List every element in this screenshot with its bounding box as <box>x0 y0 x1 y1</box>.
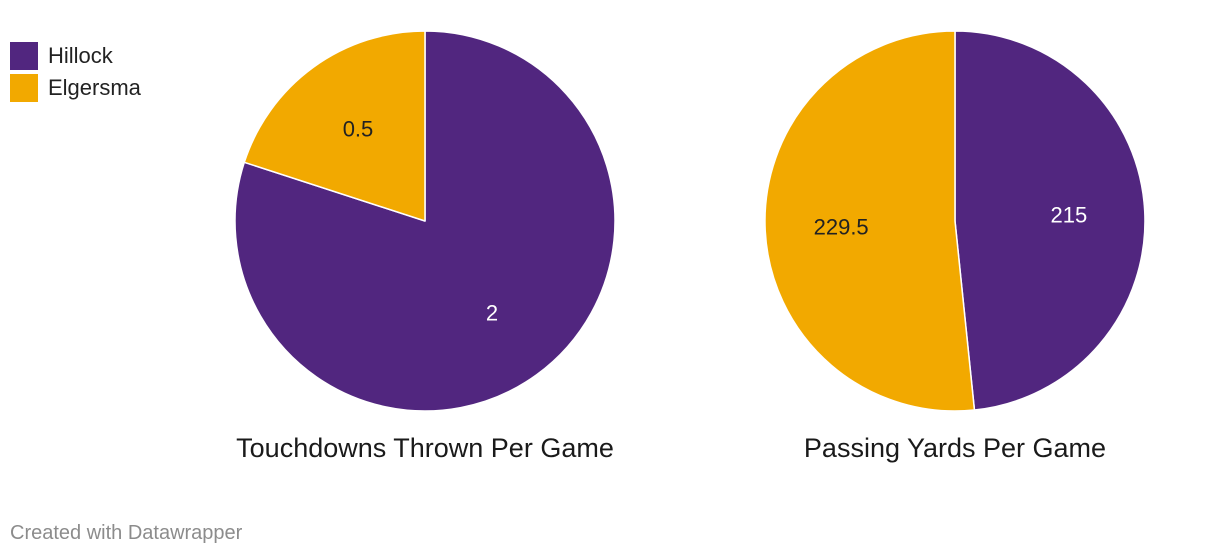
slice-label-elgersma: 0.5 <box>343 116 374 141</box>
pie-chart-1: 2 0.5 Touchdowns Thrown Per Game <box>234 30 616 463</box>
legend-swatch-hillock <box>10 42 38 70</box>
chart-title: Passing Yards Per Game <box>804 433 1106 463</box>
chart-title: Touchdowns Thrown Per Game <box>236 433 614 463</box>
slice-label-hillock: 215 <box>1050 203 1087 228</box>
slice-label-hillock: 2 <box>486 301 498 326</box>
legend-swatch-elgersma <box>10 74 38 102</box>
pie-slice-hillock <box>954 30 1146 411</box>
pie-slice-elgersma <box>764 30 976 412</box>
legend-label-hillock: Hillock <box>48 43 113 68</box>
pie-charts: 2 0.5 Touchdowns Thrown Per Game 215 229.5 Pa… <box>234 30 1146 463</box>
pie-slice-elgersma <box>243 30 426 222</box>
legend-item-elgersma: Elgersma <box>10 72 141 104</box>
pie-chart-2: 215 229.5 Passing Yards Per Game <box>764 30 1146 463</box>
footer-credit: Created with Datawrapper <box>10 522 243 544</box>
legend-item-hillock: Hillock <box>10 40 141 72</box>
legend: Hillock Elgersma <box>10 40 141 104</box>
legend-label-elgersma: Elgersma <box>48 75 141 100</box>
slice-label-elgersma: 229.5 <box>814 214 869 239</box>
